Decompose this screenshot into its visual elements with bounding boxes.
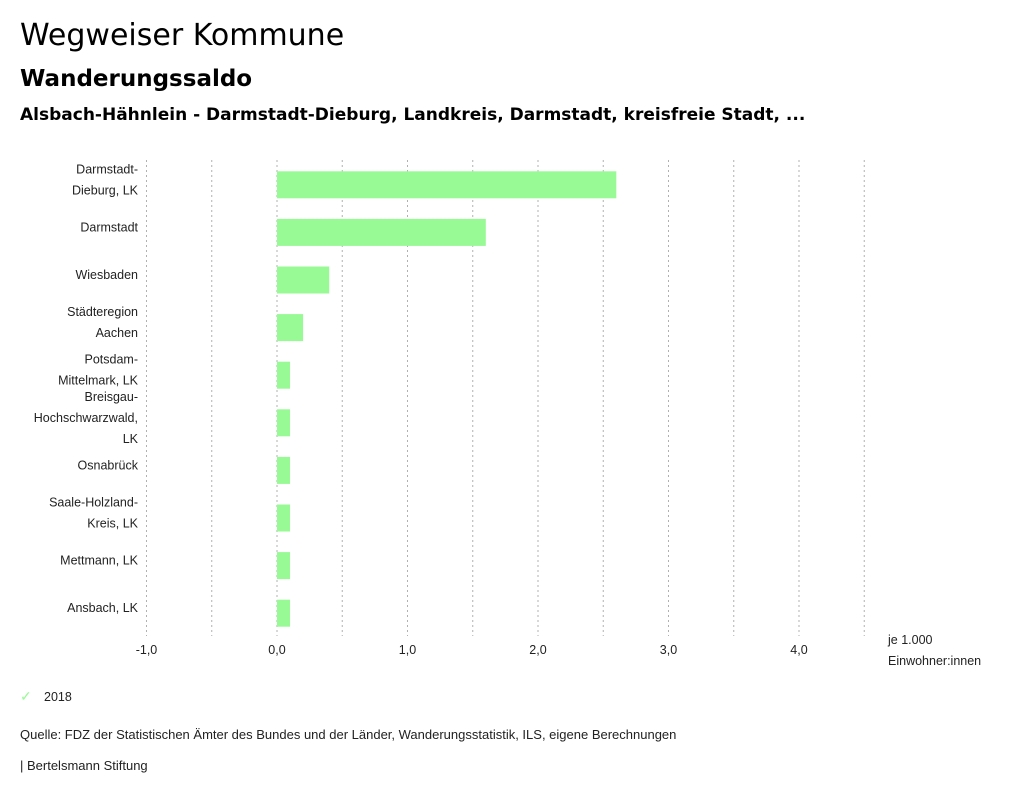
category-label: Mittelmark, LK bbox=[58, 374, 139, 388]
category-label: Städteregion bbox=[67, 305, 138, 319]
category-label: Potsdam- bbox=[85, 353, 139, 367]
bar[interactable] bbox=[277, 218, 486, 246]
bars bbox=[277, 171, 617, 627]
category-label: Saale-Holzland- bbox=[49, 496, 138, 510]
category-label: Ansbach, LK bbox=[67, 601, 139, 615]
check-icon: ✓ bbox=[20, 688, 32, 704]
bar-chart: Darmstadt- Dieburg, LK Darmstadt Wiesbaden S… bbox=[34, 160, 865, 657]
bar[interactable] bbox=[277, 552, 291, 580]
legend-item-2018[interactable]: ✓ 2018 bbox=[20, 688, 72, 705]
x-axis-unit-line1: je 1.000 bbox=[888, 633, 933, 647]
category-label: Osnabrück bbox=[78, 458, 139, 472]
legend-label: 2018 bbox=[44, 689, 72, 704]
gridlines bbox=[146, 160, 865, 636]
category-label: Darmstadt- bbox=[76, 162, 138, 176]
x-tick-label: -1,0 bbox=[136, 643, 158, 657]
source-note: Quelle: FDZ der Statistischen Ämter des … bbox=[20, 727, 677, 742]
bar[interactable] bbox=[277, 361, 291, 389]
x-tick-label: 1,0 bbox=[399, 643, 416, 657]
category-label: Hochschwarzwald, bbox=[34, 411, 138, 425]
x-axis-unit: je 1.000 Einwohner:innen bbox=[888, 630, 981, 672]
category-label: Kreis, LK bbox=[87, 517, 138, 531]
bar[interactable] bbox=[277, 314, 304, 342]
category-labels: Darmstadt- Dieburg, LK Darmstadt Wiesbaden S… bbox=[34, 162, 139, 615]
x-tick-label: 0,0 bbox=[268, 643, 285, 657]
brand-credit: | Bertelsmann Stiftung bbox=[20, 758, 148, 773]
region-label: Alsbach-Hähnlein - Darmstadt-Dieburg, La… bbox=[20, 105, 806, 125]
category-label: Mettmann, LK bbox=[60, 554, 138, 568]
category-label: Breisgau- bbox=[85, 390, 139, 404]
category-label: Darmstadt bbox=[80, 220, 138, 234]
bar[interactable] bbox=[277, 266, 330, 294]
category-label: LK bbox=[123, 432, 139, 446]
x-tick-labels: -1,0 0,0 1,0 2,0 3,0 4,0 bbox=[136, 643, 808, 657]
bar[interactable] bbox=[277, 171, 617, 199]
x-tick-label: 3,0 bbox=[660, 643, 677, 657]
category-label: Wiesbaden bbox=[75, 268, 138, 282]
category-label: Aachen bbox=[96, 326, 138, 340]
bar[interactable] bbox=[277, 456, 291, 484]
x-tick-label: 2,0 bbox=[529, 643, 546, 657]
bar[interactable] bbox=[277, 409, 291, 437]
chart-subtitle: Wanderungssaldo bbox=[20, 66, 253, 92]
category-label: Dieburg, LK bbox=[72, 183, 139, 197]
bar[interactable] bbox=[277, 599, 291, 627]
bar[interactable] bbox=[277, 504, 291, 532]
x-axis-unit-line2: Einwohner:innen bbox=[888, 654, 982, 668]
page-title: Wegweiser Kommune bbox=[20, 18, 345, 53]
x-tick-label: 4,0 bbox=[790, 643, 807, 657]
